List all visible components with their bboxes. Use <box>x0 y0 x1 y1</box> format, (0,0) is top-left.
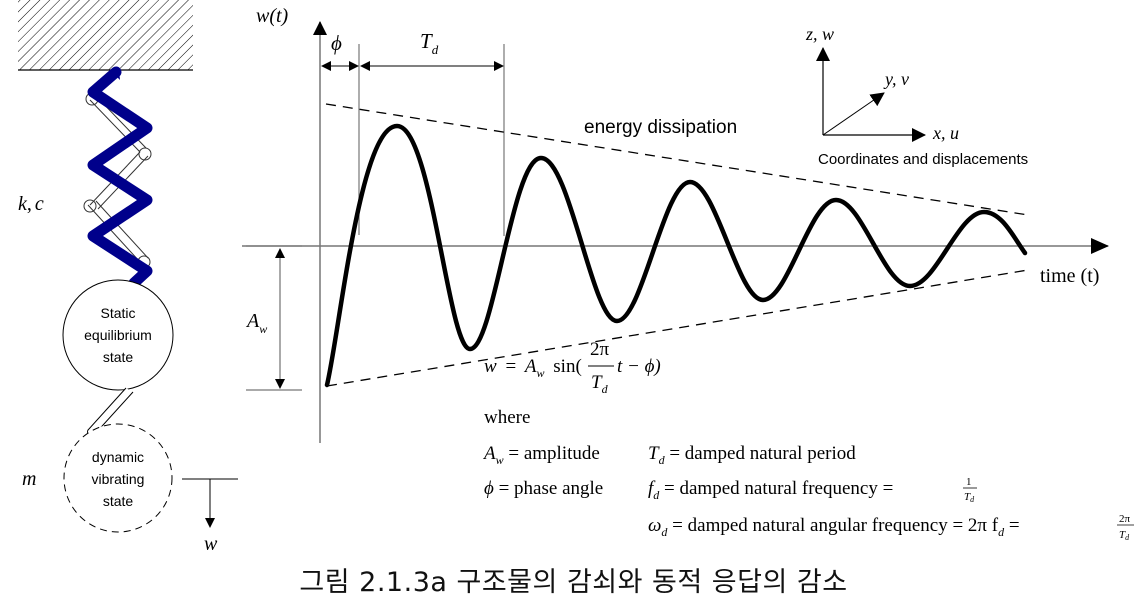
response-equation: w = Aw sin( 2π Td t − ϕ) <box>484 339 661 396</box>
z-axis-label: z, w <box>805 24 834 44</box>
figure-caption: 그림 2.1.3a 구조물의 감쇠와 동적 응답의 감소 <box>299 567 848 598</box>
period-label: Td <box>420 29 439 57</box>
def-phase: ϕ = phase angle <box>484 478 603 499</box>
coordinates-title: Coordinates and displacements <box>818 151 1028 168</box>
svg-text:Td: Td <box>964 491 975 504</box>
dynamic-label-line1: dynamic <box>92 449 144 465</box>
stiffness-damping-label: k, c <box>18 193 44 215</box>
static-equilibrium-mass <box>62 279 174 391</box>
dynamic-vibrating-mass <box>63 423 173 533</box>
static-label-line3: state <box>103 349 134 365</box>
def-amplitude: Aw = amplitude <box>482 443 600 467</box>
svg-text:w = Aw sin(: w = Aw sin( <box>484 356 582 382</box>
x-coord-label: x, u <box>932 123 959 143</box>
displacement-arrow <box>182 478 238 528</box>
svg-text:1: 1 <box>966 476 972 488</box>
chart-title: energy dissipation <box>584 117 737 138</box>
coordinates-triad <box>816 47 926 142</box>
damped-response-curve <box>324 123 1028 388</box>
svg-text:2π: 2π <box>1119 513 1131 525</box>
spring-icon <box>87 66 153 289</box>
ceiling-support <box>18 0 193 71</box>
def-angular-frequency: ωd = damped natural angular frequency = … <box>648 515 1020 539</box>
where-label: where <box>484 407 530 428</box>
y-coord-label: y, v <box>883 69 909 89</box>
lower-envelope <box>326 269 1029 387</box>
def-period: Td = damped natural period <box>648 443 856 467</box>
mass-label: m <box>22 468 36 490</box>
definitions: Aw = amplitude Td = damped natural perio… <box>482 443 1134 542</box>
dynamic-label-line2: vibrating <box>92 471 145 487</box>
y-axis-label: w(t) <box>256 5 289 27</box>
amplitude-label: Aw <box>245 310 267 336</box>
svg-text:Td: Td <box>591 372 609 396</box>
amplitude-dimension <box>246 245 302 391</box>
x-axis-label: time (t) <box>1040 265 1099 287</box>
svg-text:2π: 2π <box>590 339 610 360</box>
phase-label: ϕ <box>331 31 342 55</box>
dynamic-label-line3: state <box>103 493 134 509</box>
svg-text:t − ϕ): t − ϕ) <box>617 356 661 377</box>
def-frequency: fd = damped natural frequency = <box>648 478 893 502</box>
displacement-label: w <box>204 533 218 555</box>
static-label-line2: equilibrium <box>84 327 152 343</box>
static-label-line1: Static <box>100 305 135 321</box>
svg-text:Td: Td <box>1119 529 1130 542</box>
